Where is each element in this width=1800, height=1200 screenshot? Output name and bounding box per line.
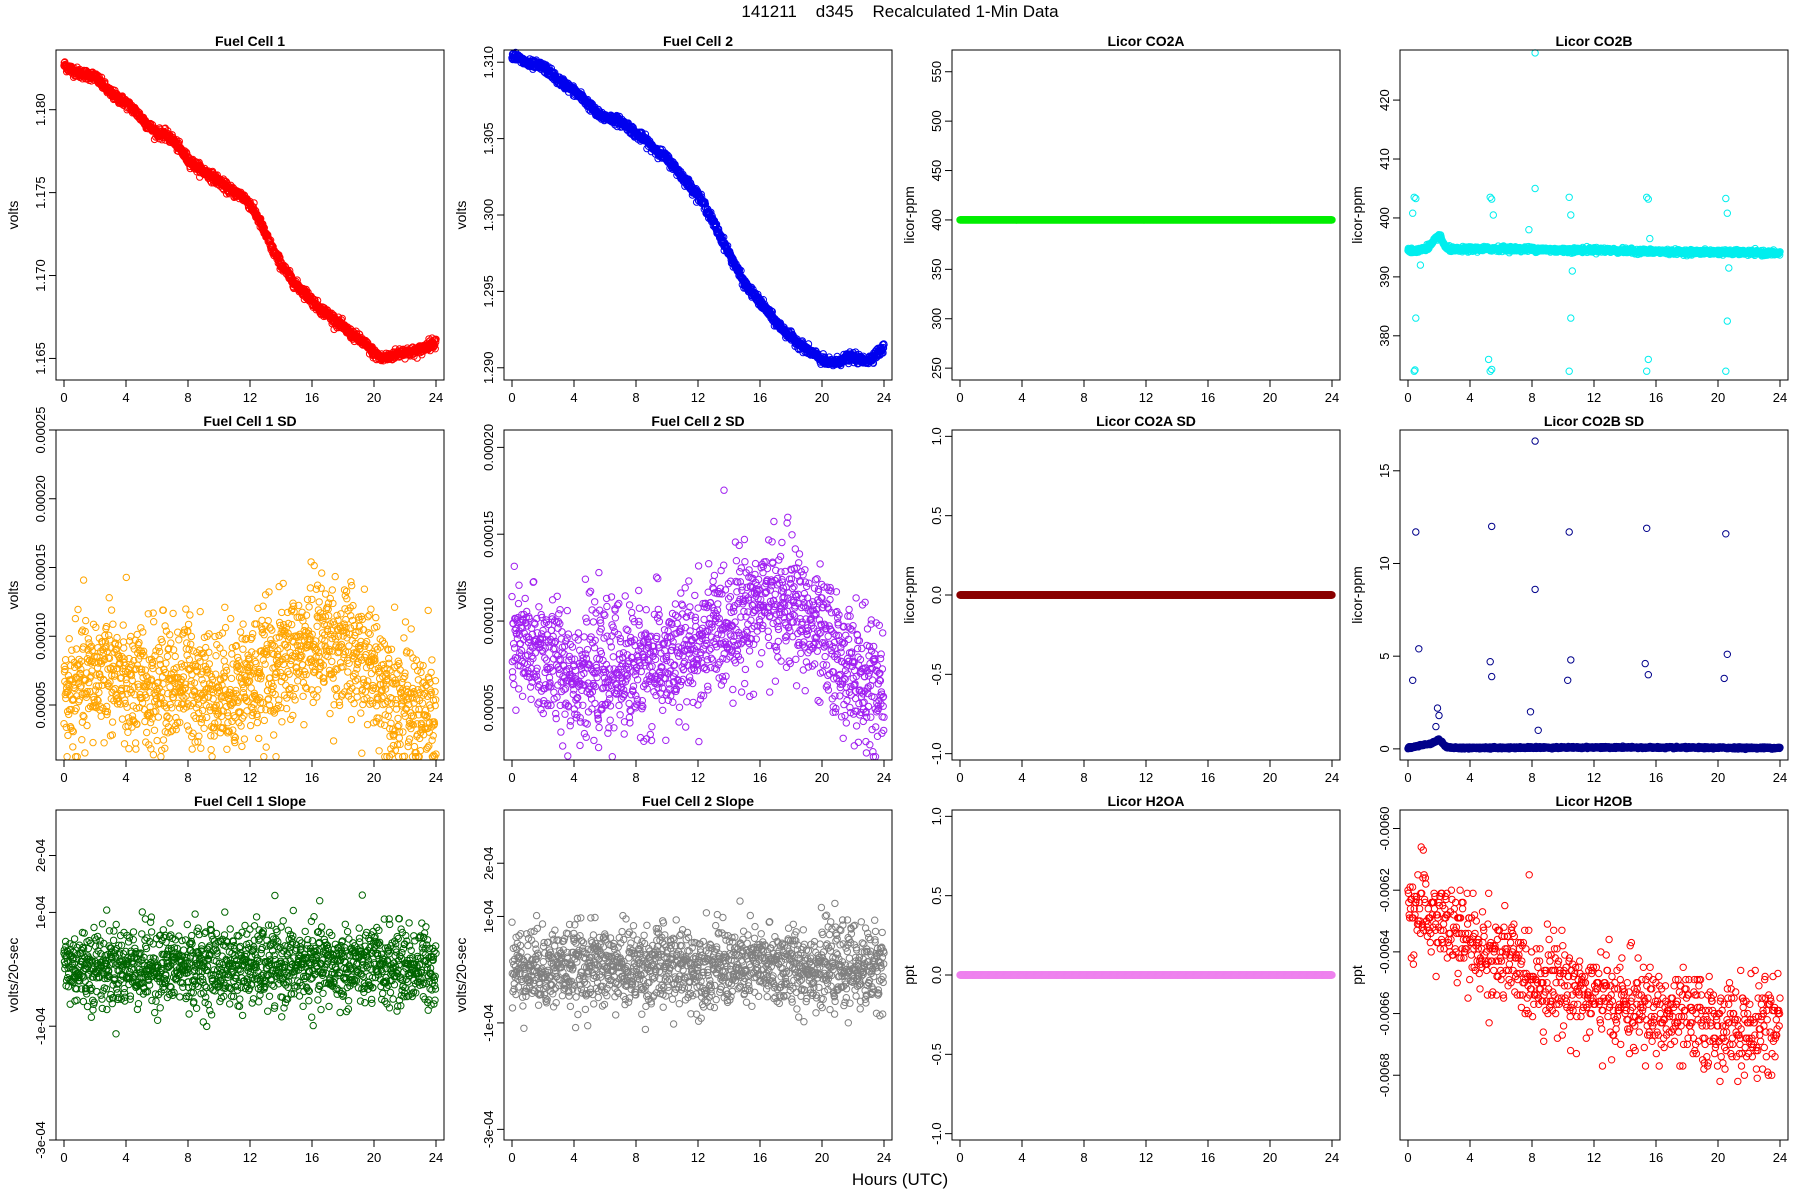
- y-tick-label: 300: [929, 308, 944, 330]
- y-tick-label: 400: [929, 209, 944, 231]
- x-tick-label: 8: [632, 390, 639, 405]
- x-tick-label: 20: [815, 390, 829, 405]
- y-tick-label: 450: [929, 160, 944, 182]
- y-axis-label: licor-ppm: [1349, 186, 1365, 244]
- panel-title: Fuel Cell 1: [215, 33, 285, 49]
- y-tick-label: 500: [929, 110, 944, 132]
- panel-fuel-cell-1: Fuel Cell 1 0 4 8 12 16 20 24 1.165 1.170 1.175 1.1…: [5, 33, 445, 405]
- panel-fuel-cell-2: Fuel Cell 2 0 4 8 12 16 20 24 1.290 1.295 1.300 1.3…: [453, 33, 893, 405]
- x-tick-label: 4: [570, 390, 577, 405]
- y-axis-label: volts: [5, 201, 21, 230]
- data-points: [1404, 49, 1784, 375]
- data-point: [73, 63, 81, 71]
- x-tick-label: 0: [60, 390, 67, 405]
- y-tick-label: 390: [1377, 266, 1392, 288]
- x-tick-label: 12: [1587, 390, 1601, 405]
- panel-licor-co2b: Licor CO2B 0 4 8 12 16 20 24 380 390 400 410 420 lico…: [1349, 33, 1789, 405]
- y-tick-label: 550: [929, 61, 944, 83]
- panel-licor-co2a: Licor CO2A 0 4 8 12 16 20 24 250 300 350 400 450 500 5…: [901, 33, 1341, 405]
- y-tick-label: 1.175: [33, 176, 48, 209]
- panel-title: Licor CO2B: [1555, 33, 1632, 49]
- y-tick-label: 410: [1377, 148, 1392, 170]
- figure-title: 141211 d345 Recalculated 1-Min Data: [741, 2, 1059, 21]
- x-tick-label: 12: [243, 390, 257, 405]
- x-tick-label: 8: [1528, 390, 1535, 405]
- y-axis-label: volts: [453, 201, 469, 230]
- y-tick-label: 1.300: [481, 199, 496, 232]
- x-tick-label: 16: [1201, 390, 1215, 405]
- x-tick-label: 8: [1080, 390, 1087, 405]
- y-tick-label: 250: [929, 357, 944, 379]
- y-tick-label: 1.310: [481, 46, 496, 79]
- x-tick-label: 0: [508, 390, 515, 405]
- x-tick-label: 16: [1649, 390, 1663, 405]
- x-tick-label: 0: [956, 390, 963, 405]
- x-tick-label: 16: [753, 390, 767, 405]
- panel-title: Fuel Cell 2: [663, 33, 733, 49]
- y-tick-label: 1.305: [481, 122, 496, 155]
- x-tick-label: 8: [184, 390, 191, 405]
- y-tick-label: 1.180: [33, 93, 48, 126]
- y-tick-label: 1.170: [33, 259, 48, 292]
- y-tick-label: 420: [1377, 89, 1392, 111]
- data-points: [508, 48, 888, 370]
- x-tick-label: 16: [305, 390, 319, 405]
- panel-title: Licor CO2A: [1107, 33, 1184, 49]
- data-points: [956, 216, 1336, 224]
- y-tick-label: 1.290: [481, 352, 496, 385]
- x-tick-label: 4: [1018, 390, 1025, 405]
- plot-frame: [951, 49, 1341, 381]
- x-tick-label: 20: [367, 390, 381, 405]
- x-tick-label: 4: [1466, 390, 1473, 405]
- x-tick-label: 24: [877, 390, 891, 405]
- x-tick-label: 20: [1263, 390, 1277, 405]
- x-tick-label: 24: [1773, 390, 1787, 405]
- y-tick-label: 380: [1377, 325, 1392, 347]
- x-tick-label: 12: [691, 390, 705, 405]
- x-tick-label: 24: [429, 390, 443, 405]
- x-tick-label: 24: [1325, 390, 1339, 405]
- plot-frame: [503, 49, 893, 381]
- y-tick-label: 1.165: [33, 342, 48, 375]
- y-tick-label: 1.295: [481, 275, 496, 308]
- y-tick-label: 400: [1377, 207, 1392, 229]
- x-tick-label: 12: [1139, 390, 1153, 405]
- data-points: [60, 58, 440, 365]
- y-tick-label: 350: [929, 258, 944, 280]
- x-tick-label: 20: [1711, 390, 1725, 405]
- x-tick-label: 4: [122, 390, 129, 405]
- y-axis-label: licor-ppm: [901, 186, 917, 244]
- x-tick-label: 0: [1404, 390, 1411, 405]
